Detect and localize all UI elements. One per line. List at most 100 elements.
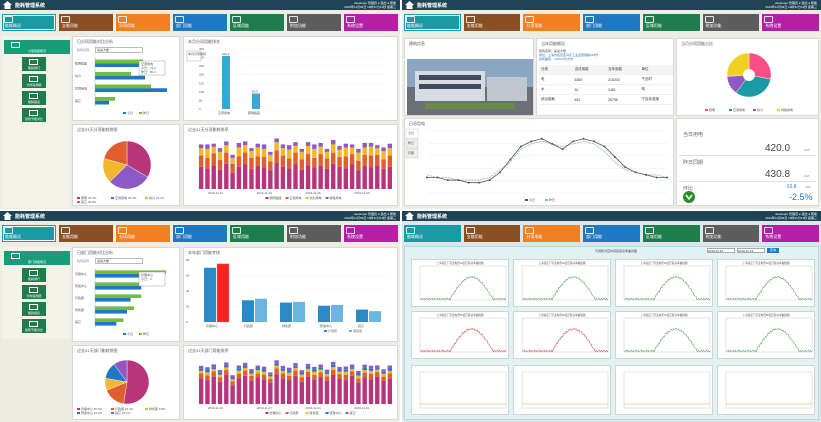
app-header: 能耗管理系统 developer 管理员 ● 退出 ● 帮助 2019年11月06… xyxy=(0,0,400,10)
home-icon[interactable] xyxy=(405,212,414,220)
table-header: 分类 当月用能 当年用能 单位 xyxy=(539,65,673,75)
stack-segment xyxy=(337,366,342,370)
home-icon[interactable] xyxy=(405,1,414,9)
nav-4-button[interactable]: 区域用能 xyxy=(230,14,284,31)
nav-3-button[interactable]: 部门用能 xyxy=(173,14,227,31)
power-curve xyxy=(725,327,813,353)
nav-3-button[interactable]: 部门用能 xyxy=(583,225,640,242)
nav-0-button[interactable]: 能耗概况 xyxy=(2,225,56,242)
stack-segment xyxy=(349,367,355,369)
nav-6-button[interactable]: 系统设置 xyxy=(344,14,398,31)
stack-segment xyxy=(293,363,298,367)
nav-label: 分项用能 xyxy=(526,234,543,239)
end-date-input[interactable]: 2019-11-13 xyxy=(737,248,765,253)
sidebar-item-label: 分时段用能 xyxy=(26,83,42,87)
nav-1-button[interactable]: 支能用能 xyxy=(59,225,113,242)
user-line[interactable]: developer 管理员 ● 退出 ● 帮助 xyxy=(775,1,817,5)
power-curve-card: 上海嘉定厂区变电所3#变压器功率曲线图 xyxy=(615,259,713,307)
sidebar-item-4[interactable]: 建筑节能对比 xyxy=(22,319,46,333)
dashboard-quadrant-1: 能耗管理系统 developer 管理员 ● 退出 ● 帮助 2019年11月06… xyxy=(0,0,400,209)
sidebar-item-4[interactable]: 建筑节能对比 xyxy=(22,108,46,122)
nav-icon xyxy=(289,227,298,234)
sidebar-item-3[interactable]: 能耗报表 xyxy=(22,302,46,316)
nav-0-button[interactable]: 能耗概况 xyxy=(404,14,461,31)
stack-segment xyxy=(349,164,355,189)
sidebar-item-1[interactable]: 能耗排行 xyxy=(22,268,46,282)
nav-6-button[interactable]: 系统设置 xyxy=(762,14,819,31)
sidebar-item-0[interactable]: 部门用能概况 xyxy=(4,251,70,265)
nav-3-button[interactable]: 部门用能 xyxy=(583,14,640,31)
actual-bar xyxy=(216,263,230,323)
stack-segment xyxy=(299,374,304,378)
legend-swatch xyxy=(77,201,80,203)
sidebar-item-1[interactable]: 能耗排行 xyxy=(22,57,46,71)
nav-5-button[interactable]: 附加功能 xyxy=(287,14,341,31)
select-label: 建筑名称： xyxy=(77,259,93,263)
stack-segment xyxy=(268,154,273,162)
user-info: developer 管理员 ● 退出 ● 帮助 2019年11月06日 19时31… xyxy=(344,212,396,220)
building-select[interactable]: 某某大楼 xyxy=(95,258,143,264)
menu-icon xyxy=(29,321,38,327)
nav-5-button[interactable]: 附加功能 xyxy=(702,14,760,31)
legend-item: 财务部 xyxy=(310,410,319,415)
nav-2-button[interactable]: 分项用能 xyxy=(523,225,581,242)
home-icon[interactable] xyxy=(3,212,12,220)
yday-line xyxy=(426,140,668,181)
nav-1-button[interactable]: 支能用能 xyxy=(59,14,113,31)
curve-plot xyxy=(419,371,507,409)
bar-yday xyxy=(95,310,127,314)
nav-icon xyxy=(175,227,184,234)
today-point xyxy=(582,137,585,140)
power-curve-card: 上海嘉定厂区变电所4#变压器功率曲线图 xyxy=(717,259,815,307)
sidebar-item-2[interactable]: 分时段用能 xyxy=(22,74,46,88)
home-icon[interactable] xyxy=(3,1,12,9)
legend-swatch xyxy=(545,199,548,201)
nav-icon xyxy=(406,227,415,234)
nav-5-button[interactable]: 附加功能 xyxy=(287,225,341,242)
stack-segment xyxy=(293,152,298,165)
stack-segment xyxy=(387,166,393,189)
bar-yday xyxy=(95,100,109,105)
user-line[interactable]: developer 管理员 ● 退出 ● 帮助 xyxy=(354,1,396,5)
nav-2-button[interactable]: 分项用能 xyxy=(523,14,581,31)
stack-segment xyxy=(268,372,273,375)
tooltip-title: 管理中心 xyxy=(141,272,153,277)
stack-segment xyxy=(230,375,235,378)
x-tick: 2019-11-19 xyxy=(257,191,272,195)
nav-1-button[interactable]: 支能用能 xyxy=(463,225,521,242)
nav-2-button[interactable]: 分项用能 xyxy=(116,14,170,31)
today-point xyxy=(540,137,543,140)
legend-swatch xyxy=(77,197,80,199)
curve-title: 上海嘉定厂区变电所7#变压器功率曲线图 xyxy=(640,314,688,317)
nav-3-button[interactable]: 部门用能 xyxy=(173,225,227,242)
nav-1-button[interactable]: 支能用能 xyxy=(463,14,521,31)
nav-0-button[interactable]: 能耗概况 xyxy=(404,225,461,242)
start-date-input[interactable]: 2019-11-12 xyxy=(707,248,735,253)
nav-0-button[interactable]: 能耗概况 xyxy=(2,14,56,31)
nav-4-button[interactable]: 区域用能 xyxy=(230,225,284,242)
user-line[interactable]: developer 管理员 ● 退出 ● 帮助 xyxy=(354,212,396,216)
nav-6-button[interactable]: 系统设置 xyxy=(344,225,398,242)
stack-segment xyxy=(375,148,380,155)
stack-segment xyxy=(381,376,386,381)
stack-segment xyxy=(349,375,355,404)
stack-segment xyxy=(280,368,286,371)
nav-5-button[interactable]: 附加功能 xyxy=(702,225,760,242)
stack-segment xyxy=(331,144,336,153)
legend-item: 空调用电 29.3% xyxy=(115,195,137,200)
building-select[interactable]: 某某大楼 xyxy=(95,47,143,53)
kpi-panel: 当日用电 420.0 kWh 昨日同期 430.8 kWh 环比 -10.8 k… xyxy=(676,118,819,206)
stack-segment xyxy=(312,379,317,404)
nav-icon xyxy=(175,16,184,23)
nav-6-button[interactable]: 系统设置 xyxy=(762,225,819,242)
sidebar-item-label: 能耗排行 xyxy=(27,277,40,281)
user-line[interactable]: developer 管理员 ● 退出 ● 帮助 xyxy=(775,212,817,216)
nav-4-button[interactable]: 区域用能 xyxy=(642,14,700,31)
sidebar-item-2[interactable]: 分时段用能 xyxy=(22,285,46,299)
query-button[interactable]: 查询 xyxy=(767,248,779,253)
sidebar-item-3[interactable]: 能耗报表 xyxy=(22,91,46,105)
stack-segment xyxy=(305,366,311,369)
sidebar-item-0[interactable]: 分项用能概况 xyxy=(4,40,70,54)
nav-2-button[interactable]: 分项用能 xyxy=(116,225,170,242)
nav-4-button[interactable]: 区域用能 xyxy=(642,225,700,242)
